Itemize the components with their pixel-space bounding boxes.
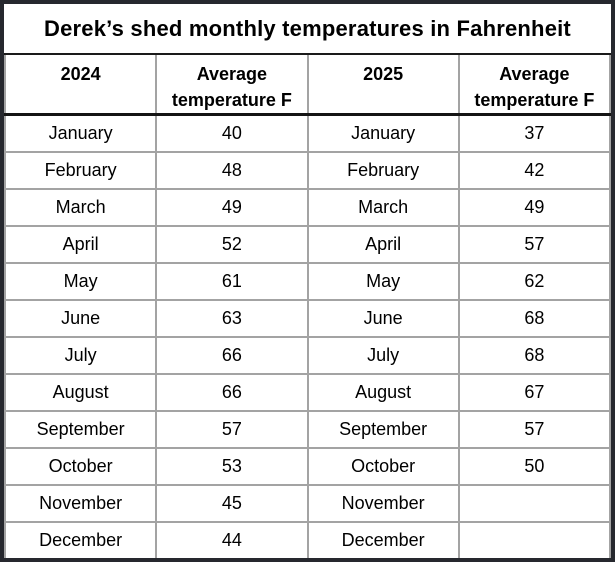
table-row: January 40 January 37 — [4, 113, 611, 153]
month-cell-2024: August — [4, 372, 158, 412]
month-cell-2024: February — [4, 150, 158, 190]
table-row: February 48 February 42 — [4, 150, 611, 190]
temp-cell-2024: 49 — [155, 187, 309, 227]
temp-cell-2024: 61 — [155, 261, 309, 301]
temp-cell-2025: 57 — [457, 224, 611, 264]
month-cell-2024: March — [4, 187, 158, 227]
month-cell-2024: October — [4, 446, 158, 486]
table-row: August 66 August 67 — [4, 372, 611, 412]
table-header: 2024 Average temperature F 2025 Average … — [4, 55, 611, 117]
month-cell-2024: November — [4, 483, 158, 523]
month-cell-2025: December — [306, 520, 460, 558]
month-cell-2024: September — [4, 409, 158, 449]
month-cell-2025: April — [306, 224, 460, 264]
column-header-year-2025: 2025 — [306, 55, 460, 117]
month-cell-2025: August — [306, 372, 460, 412]
temp-cell-2024: 52 — [155, 224, 309, 264]
temp-cell-2024: 53 — [155, 446, 309, 486]
month-cell-2025: September — [306, 409, 460, 449]
table-row: April 52 April 57 — [4, 224, 611, 264]
temp-cell-2025: 67 — [457, 372, 611, 412]
month-cell-2024: June — [4, 298, 158, 338]
temp-cell-2024: 44 — [155, 520, 309, 558]
temp-cell-2024: 57 — [155, 409, 309, 449]
temp-cell-2025: 57 — [457, 409, 611, 449]
month-cell-2025: February — [306, 150, 460, 190]
temp-cell-2025 — [457, 483, 611, 523]
month-cell-2024: July — [4, 335, 158, 375]
table-row: September 57 September 57 — [4, 409, 611, 449]
page-title: Derek’s shed monthly temperatures in Fah… — [4, 4, 611, 55]
table-row: December 44 December — [4, 520, 611, 558]
month-cell-2025: November — [306, 483, 460, 523]
table-row: November 45 November — [4, 483, 611, 523]
temp-cell-2025: 62 — [457, 261, 611, 301]
temp-cell-2025: 50 — [457, 446, 611, 486]
temp-cell-2024: 66 — [155, 372, 309, 412]
month-cell-2025: June — [306, 298, 460, 338]
temp-cell-2025: 49 — [457, 187, 611, 227]
table-row: May 61 May 62 — [4, 261, 611, 301]
column-header-avg-temp-2024: Average temperature F — [155, 55, 309, 117]
month-cell-2024: December — [4, 520, 158, 558]
month-cell-2025: January — [306, 113, 460, 153]
temp-cell-2024: 66 — [155, 335, 309, 375]
temp-cell-2024: 63 — [155, 298, 309, 338]
temp-cell-2024: 45 — [155, 483, 309, 523]
month-cell-2024: May — [4, 261, 158, 301]
column-header-avg-temp-2025: Average temperature F — [457, 55, 611, 117]
table-row: June 63 June 68 — [4, 298, 611, 338]
column-header-year-2024: 2024 — [4, 55, 158, 117]
table-row: July 66 July 68 — [4, 335, 611, 375]
temp-cell-2024: 48 — [155, 150, 309, 190]
temp-cell-2025: 37 — [457, 113, 611, 153]
month-cell-2025: October — [306, 446, 460, 486]
month-cell-2025: May — [306, 261, 460, 301]
temp-cell-2025: 68 — [457, 335, 611, 375]
header-row: 2024 Average temperature F 2025 Average … — [4, 55, 611, 117]
temp-cell-2025 — [457, 520, 611, 558]
temp-cell-2024: 40 — [155, 113, 309, 153]
month-cell-2024: April — [4, 224, 158, 264]
temp-cell-2025: 42 — [457, 150, 611, 190]
table-body: January 40 January 37 February 48 February 42 Ma… — [4, 113, 611, 558]
temperature-table: 2024 Average temperature F 2025 Average … — [4, 55, 611, 558]
temp-cell-2025: 68 — [457, 298, 611, 338]
month-cell-2025: March — [306, 187, 460, 227]
table-row: March 49 March 49 — [4, 187, 611, 227]
month-cell-2024: January — [4, 113, 158, 153]
table-row: October 53 October 50 — [4, 446, 611, 486]
month-cell-2025: July — [306, 335, 460, 375]
